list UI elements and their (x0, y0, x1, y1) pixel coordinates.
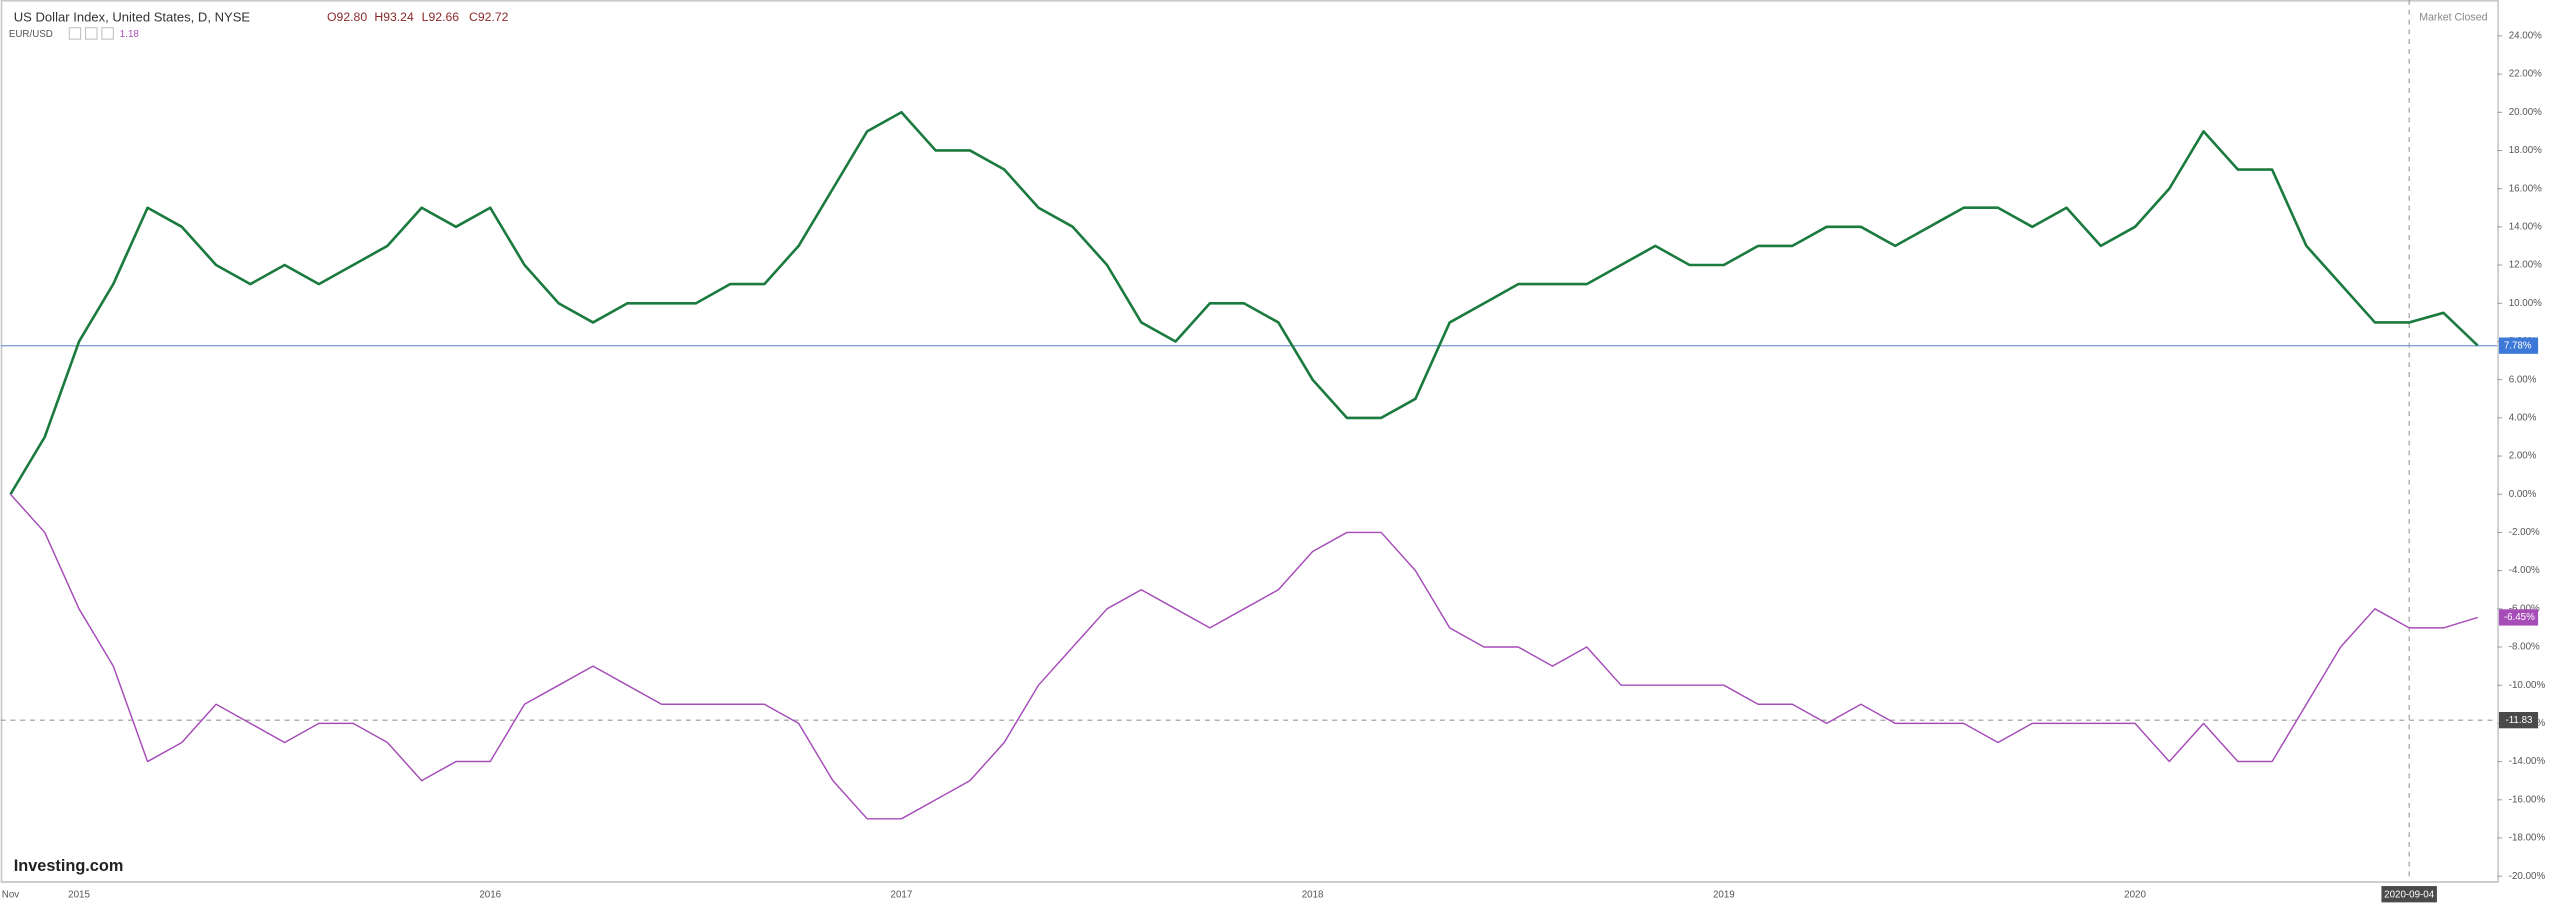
x-tick-label: 2017 (891, 890, 913, 901)
y-tick-label: -6.00% (2509, 603, 2540, 614)
crosshair-date-box (2381, 886, 2437, 903)
legend-button (68, 27, 82, 40)
y-tick-label: -18.00% (2509, 833, 2546, 844)
market-status: Market Closed (2419, 12, 2487, 24)
y-tick-label: -8.00% (2509, 642, 2540, 653)
watermark: Investing.com (14, 857, 124, 875)
crosshair-label: -11.83 (2505, 715, 2533, 726)
ohlc-value: C92.72 (469, 10, 509, 24)
y-tick-label: -2.00% (2509, 527, 2540, 538)
y-tick-label: 20.00% (2509, 107, 2542, 118)
y-tick-label: 22.00% (2509, 69, 2542, 80)
y-tick-label: -20.00% (2509, 871, 2546, 882)
legend-button (101, 27, 114, 40)
series-line (9, 110, 2479, 495)
x-tick-label: 2020-09-04 (2384, 890, 2435, 901)
y-tick-label: -16.00% (2509, 794, 2546, 805)
y-tick-label: 24.00% (2509, 30, 2542, 41)
y-tick-label: 6.00% (2509, 374, 2537, 385)
y-tick-label: 10.00% (2509, 298, 2542, 309)
y-tick-label: -4.00% (2509, 565, 2540, 576)
y-tick-label: 4.00% (2509, 412, 2537, 423)
y-tick-label: 18.00% (2509, 145, 2542, 156)
crosshair-label-box (2498, 712, 2539, 729)
legend-entry: US Dollar Index, United States, D, NYSE (14, 9, 251, 24)
y-tick-label: -10.00% (2509, 680, 2546, 691)
last-value-label: 7.78% (2504, 340, 2532, 351)
ohlc-value: O92.80 (327, 10, 367, 24)
x-tick-label: 2018 (1302, 890, 1324, 901)
y-tick-label: 0.00% (2509, 489, 2537, 500)
x-tick-label: 2015 (68, 890, 90, 901)
y-tick-label: 16.00% (2509, 183, 2542, 194)
last-value-box (2498, 337, 2539, 354)
quote-value: 1.18 (120, 29, 140, 40)
ohlc-value: H93.24 (374, 10, 414, 24)
y-tick-label: 12.00% (2509, 260, 2542, 271)
y-tick-label: 2.00% (2509, 451, 2537, 462)
legend-button (85, 27, 98, 40)
x-tick-label: Nov (2, 890, 20, 901)
legend-entry: EUR/USD (9, 29, 53, 40)
x-tick-label: 2020 (2124, 890, 2146, 901)
x-tick-label: 2019 (1713, 890, 1735, 901)
last-value-box (2498, 609, 2539, 626)
ohlc-value: L92.66 (422, 10, 460, 24)
series-line (9, 493, 2478, 820)
y-tick-label: -14.00% (2509, 756, 2546, 767)
y-tick-label: 14.00% (2509, 221, 2542, 232)
x-tick-label: 2016 (479, 890, 501, 901)
last-value-label: -6.45% (2504, 612, 2535, 623)
